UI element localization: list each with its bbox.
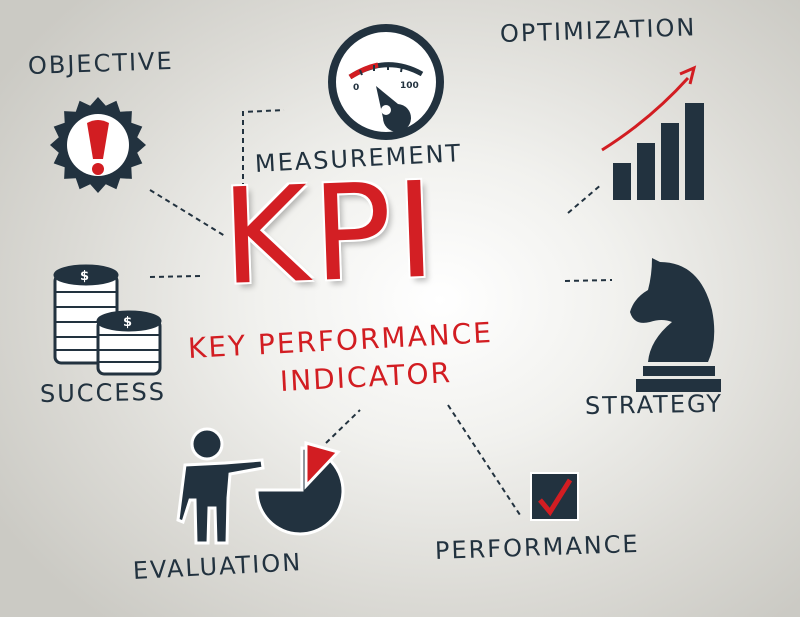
connector-objective	[149, 189, 226, 237]
connector-optimization	[567, 183, 603, 214]
exclamation-badge-icon	[50, 97, 146, 193]
presenter-pie-chart-icon	[176, 427, 345, 545]
coin-symbol: $	[123, 315, 132, 330]
label-success: SUCCESS	[39, 377, 167, 408]
chess-knight-icon	[630, 258, 721, 392]
connector-measurement	[242, 109, 285, 188]
bar-chart-arrow-icon	[601, 65, 704, 200]
coin-symbol: $	[80, 269, 89, 284]
connector-performance	[447, 404, 521, 516]
label-strategy: STRATEGY	[584, 389, 724, 420]
gauge-icon: 0 100	[328, 24, 444, 140]
label-objective: OBJECTIVE	[27, 46, 175, 80]
kpi-title: KPI	[219, 153, 442, 315]
connector-lines	[149, 109, 613, 516]
gauge-max-label: 100	[400, 81, 419, 91]
coins-icon: $ $	[53, 264, 162, 376]
connector-strategy	[564, 279, 613, 282]
connector-success	[149, 275, 201, 278]
checkbox-icon	[530, 472, 579, 521]
connector-evaluation	[325, 409, 361, 444]
gauge-min-label: 0	[353, 83, 359, 93]
